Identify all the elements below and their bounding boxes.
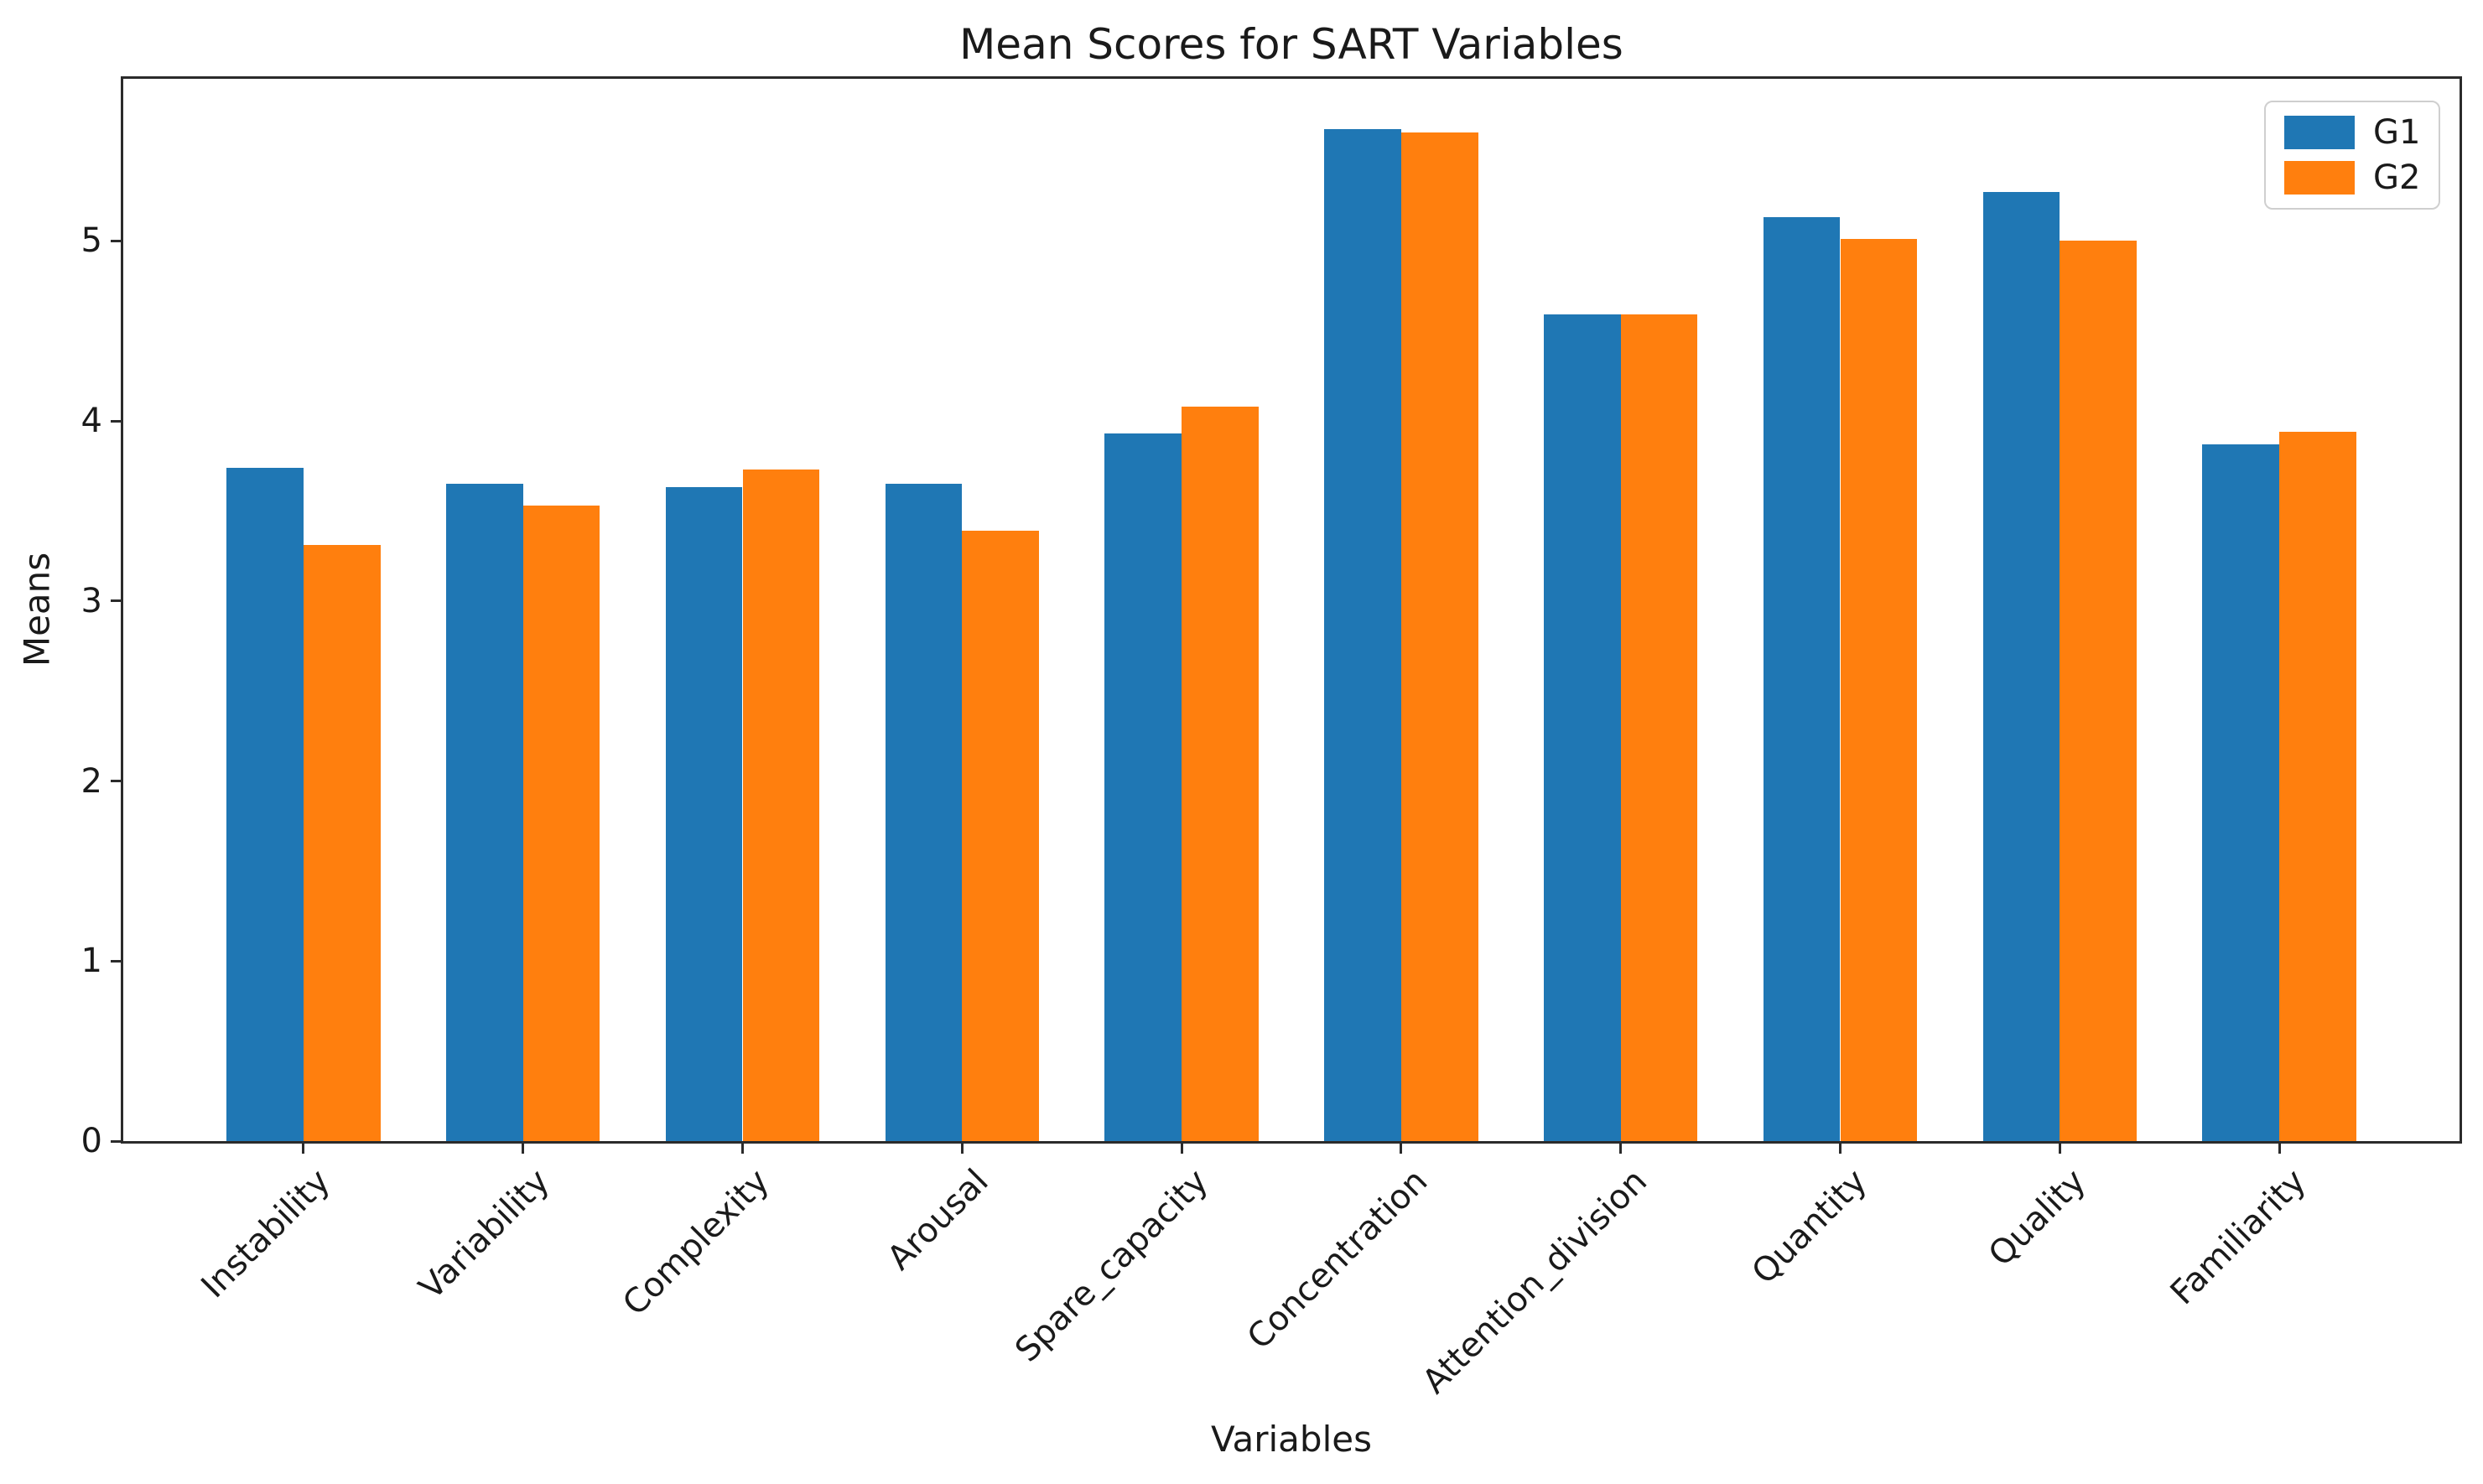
- x-tick-label-familiarity: Familiarity: [2163, 1161, 2314, 1313]
- bar-g2-spare_capacity: [1182, 406, 1259, 1141]
- y-tick-label: 5: [81, 221, 102, 261]
- x-tick: [2058, 1144, 2061, 1154]
- bar-g1-instability: [226, 467, 304, 1141]
- bar-g2-instability: [303, 545, 381, 1141]
- x-tick-label-quantity: Quantity: [1744, 1161, 1874, 1292]
- legend-label-g1: G1: [2373, 113, 2421, 152]
- x-tick: [1839, 1144, 1841, 1154]
- legend-item-g1: G1: [2284, 116, 2420, 149]
- x-tick: [1619, 1144, 1623, 1154]
- bar-g2-variability: [522, 505, 600, 1141]
- y-tick-label: 3: [81, 581, 102, 620]
- legend-swatch-g2: [2284, 161, 2355, 195]
- x-tick-label-quality: Quality: [1982, 1161, 2094, 1274]
- x-tick: [2278, 1144, 2281, 1154]
- bar-g1-variability: [446, 484, 523, 1141]
- y-tick-label: 1: [81, 942, 102, 981]
- bar-g1-familiarity: [2202, 444, 2280, 1141]
- legend-item-g2: G2: [2284, 161, 2420, 195]
- y-tick-label: 0: [81, 1122, 102, 1160]
- y-tick: [111, 599, 121, 603]
- bar-g2-quantity: [1840, 239, 1918, 1141]
- y-tick-label: 2: [81, 761, 102, 801]
- y-tick: [111, 419, 121, 423]
- x-tick: [741, 1144, 744, 1154]
- bar-g2-complexity: [742, 470, 820, 1141]
- x-tick-label-concentration: Concentration: [1239, 1161, 1436, 1357]
- legend-label-g2: G2: [2373, 158, 2421, 197]
- x-axis-label: Variables: [1211, 1419, 1372, 1460]
- bar-g2-concentration: [1400, 132, 1478, 1141]
- bar-g2-quality: [2060, 241, 2137, 1141]
- x-tick-label-attention_division: Attention_division: [1415, 1161, 1655, 1402]
- y-tick: [111, 780, 121, 782]
- bar-g1-spare_capacity: [1104, 433, 1182, 1141]
- bar-g1-arousal: [885, 484, 963, 1141]
- x-tick-label-spare_capacity: Spare_capacity: [1007, 1161, 1216, 1370]
- bar-g1-quantity: [1763, 217, 1841, 1141]
- bar-g1-attention_division: [1544, 314, 1621, 1141]
- x-tick: [1180, 1144, 1183, 1154]
- x-tick-label-arousal: Arousal: [880, 1161, 996, 1278]
- x-tick: [960, 1144, 964, 1154]
- x-tick-label-complexity: Complexity: [615, 1161, 777, 1324]
- chart-title: Mean Scores for SART Variables: [959, 20, 1623, 69]
- bar-g2-arousal: [962, 531, 1039, 1141]
- legend-swatch-g1: [2284, 116, 2355, 149]
- y-tick-label: 4: [81, 402, 102, 441]
- x-tick: [522, 1144, 525, 1154]
- bar-g1-concentration: [1324, 129, 1401, 1141]
- plot-area: [121, 76, 2462, 1144]
- bar-g1-complexity: [665, 487, 743, 1141]
- bar-g2-familiarity: [2279, 431, 2356, 1141]
- legend: G1 G2: [2264, 101, 2441, 210]
- x-tick-label-instability: Instability: [193, 1161, 338, 1306]
- bar-g1-quality: [1982, 192, 2060, 1141]
- y-tick: [111, 239, 121, 242]
- bar-g2-attention_division: [1620, 314, 1698, 1141]
- x-tick: [1400, 1144, 1403, 1154]
- x-tick-label-variability: Variability: [411, 1161, 558, 1308]
- y-tick: [111, 959, 121, 963]
- y-tick: [111, 1139, 121, 1143]
- x-tick: [302, 1144, 305, 1154]
